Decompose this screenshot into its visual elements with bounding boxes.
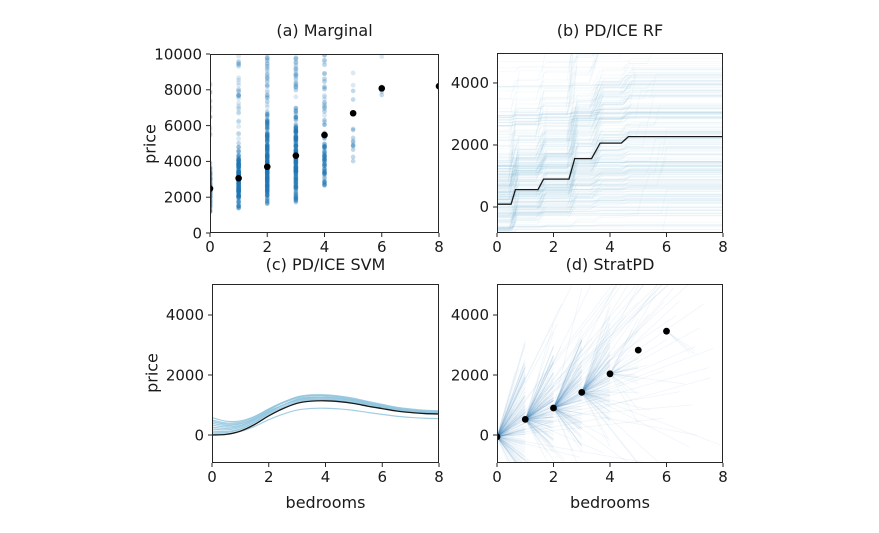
stratpd-dot — [550, 404, 557, 412]
x-tick-label: 6 — [377, 468, 387, 486]
x-tick-label: 0 — [492, 238, 502, 256]
y-tick-label: 0 — [192, 224, 202, 242]
subplot-a-ylabel: price — [140, 124, 160, 164]
axes-spines — [212, 284, 439, 463]
mean-dot — [263, 163, 271, 171]
stratpd-dot — [663, 327, 670, 335]
y-tick-label: 10000 — [154, 45, 202, 63]
stratpd-dot — [521, 416, 529, 423]
plot-area-a — [210, 54, 439, 215]
x-tick-label: 0 — [207, 468, 217, 486]
pd-line — [497, 135, 723, 205]
x-tick-label: 6 — [662, 238, 672, 256]
y-tick-label: 4000 — [166, 306, 204, 324]
axes-spines — [497, 53, 723, 233]
stratpd-dot — [634, 346, 642, 354]
mean-dot — [321, 131, 328, 139]
subplot-a-marginal-canvas: 0 2 4 6 8 0 2000 4000 6000 8000 10000 — [154, 45, 443, 256]
x-tick-label: 0 — [492, 468, 502, 486]
x-tick-label: 4 — [321, 468, 331, 486]
mean-dot — [349, 109, 357, 117]
plot-area-c — [212, 394, 439, 436]
x-tick-label: 8 — [434, 238, 444, 256]
subplot-a-title: (a) Marginal — [276, 21, 373, 40]
y-tick-label: 6000 — [164, 117, 202, 135]
subplot-b-title: (b) PD/ICE RF — [556, 21, 664, 40]
y-tick-label: 2000 — [451, 366, 489, 384]
x-tick-label: 4 — [605, 468, 615, 486]
subplot-c-title: (c) PD/ICE SVM — [265, 255, 386, 274]
y-tick-label: 8000 — [164, 81, 202, 99]
x-tick-label: 2 — [549, 468, 559, 486]
y-tick-label: 2000 — [164, 188, 202, 206]
y-tick-label: 0 — [479, 426, 489, 444]
stratpd-dot — [606, 370, 614, 378]
y-tick-label: 4000 — [451, 74, 489, 92]
axes-spines — [210, 54, 439, 233]
y-tick-label: 0 — [194, 426, 204, 444]
y-tick-label: 0 — [479, 198, 489, 216]
axes-spines — [497, 284, 723, 463]
x-tick-label: 6 — [662, 468, 672, 486]
subplot-d-xlabel: bedrooms — [570, 493, 650, 512]
subplot-c-pdice-svm-canvas: 0 2 4 6 8 0 2000 4000 — [166, 284, 444, 486]
x-tick-label: 0 — [205, 238, 215, 256]
subplot-b-pdice-rf-canvas: 0 2 4 6 8 0 2000 4000 — [451, 53, 728, 256]
y-tick-label: 2000 — [451, 136, 489, 154]
subplot-d-stratpd-canvas: 0 2 4 6 8 0 2000 4000 — [451, 284, 728, 486]
mean-dot — [235, 174, 242, 182]
y-tick-label: 4000 — [164, 153, 202, 171]
stratpd-dot — [578, 389, 586, 396]
x-tick-label: 2 — [264, 468, 274, 486]
mean-dot — [378, 85, 386, 92]
x-tick-label: 6 — [377, 238, 387, 256]
subplot-c-ylabel: price — [142, 353, 162, 393]
x-tick-label: 4 — [320, 238, 330, 256]
mean-dot — [292, 152, 300, 159]
subplot-c-xlabel: bedrooms — [285, 493, 366, 512]
plot-area-d — [497, 284, 721, 463]
x-tick-label: 8 — [718, 468, 728, 486]
x-tick-label: 2 — [549, 238, 559, 256]
x-tick-label: 4 — [605, 238, 615, 256]
subplot-d-title: (d) StratPD — [565, 255, 655, 274]
x-tick-label: 2 — [262, 238, 272, 256]
x-tick-label: 8 — [718, 238, 728, 256]
y-tick-label: 4000 — [451, 306, 489, 324]
pd-curve — [212, 400, 439, 436]
y-tick-label: 2000 — [166, 366, 204, 384]
x-tick-label: 8 — [434, 468, 444, 486]
